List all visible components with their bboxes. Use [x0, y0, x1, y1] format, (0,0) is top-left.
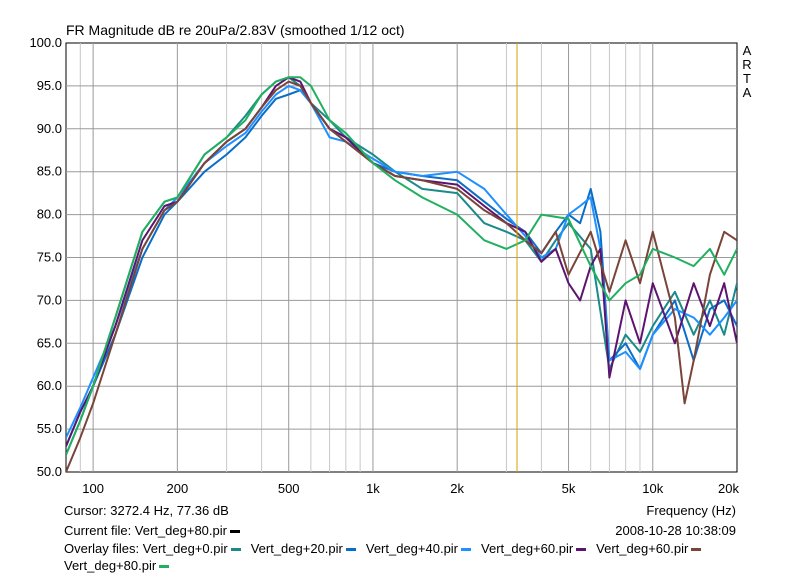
arta-letter-t: T	[743, 71, 751, 86]
y-tick-label: 80.0	[37, 207, 62, 222]
series-line-2	[66, 84, 737, 439]
y-tick-label: 60.0	[37, 378, 62, 393]
x-tick-label: 2k	[450, 481, 464, 496]
y-tick-label: 95.0	[37, 78, 62, 93]
overlay-file-4: Vert_deg+60.pir	[596, 541, 689, 556]
overlay-files-label: Overlay files:	[64, 541, 140, 556]
frequency-response-chart: 100.0 95.0 90.0 85.0 80.0 75.0 70.0 65.0 60.0 55.…	[29, 35, 739, 496]
overlay-swatch-4	[691, 548, 702, 552]
overlay-files: Overlay files: Vert_deg+0.pir Vert_deg+20…	[64, 541, 711, 556]
y-tick-label: 75.0	[37, 250, 62, 265]
overlay-swatch-1	[345, 548, 356, 552]
y-tick-label: 90.0	[37, 121, 62, 136]
x-tick-label: 10k	[642, 481, 663, 496]
arta-letter-r: R	[742, 57, 752, 72]
current-file-label: Current file: Vert_deg+80.pir	[64, 523, 227, 538]
y-tick-label: 70.0	[37, 292, 62, 307]
y-tick-label: 50.0	[37, 464, 62, 479]
overlay-file-3: Vert_deg+60.pir	[481, 541, 574, 556]
overlay-swatch-2	[461, 548, 472, 552]
current-file-swatch	[229, 530, 240, 534]
overlay-files-row2: Vert_deg+80.pir	[64, 558, 179, 573]
arta-letter-a: A	[742, 43, 752, 58]
overlay-swatch-3	[576, 548, 587, 552]
overlay-file-0: Vert_deg+0.pir	[142, 541, 228, 556]
datetime-stamp: 2008-10-28 10:38:09	[615, 523, 736, 538]
y-tick-label: 65.0	[37, 335, 62, 350]
arta-letter-a2: A	[742, 85, 752, 100]
x-tick-label: 500	[278, 481, 300, 496]
overlay-swatch-5	[159, 565, 170, 569]
y-tick-label: 85.0	[37, 164, 62, 179]
cursor-readout: Cursor: 3272.4 Hz, 77.36 dB	[64, 503, 229, 518]
chart-title: FR Magnitude dB re 20uPa/2.83V (smoothed…	[66, 22, 405, 38]
series-line-5	[66, 76, 737, 456]
y-tick-label: 100.0	[29, 35, 62, 50]
current-file: Current file: Vert_deg+80.pir	[64, 523, 250, 538]
x-tick-label: 100	[82, 481, 104, 496]
x-tick-label: 20k	[718, 481, 739, 496]
overlay-file-2: Vert_deg+40.pir	[365, 541, 459, 556]
overlay-file-1: Vert_deg+20.pir	[250, 541, 343, 556]
x-tick-label: 1k	[366, 481, 380, 496]
series-line-4	[66, 80, 737, 472]
overlay-file-5: Vert_deg+80.pir	[64, 558, 157, 573]
x-axis-label: Frequency (Hz)	[646, 503, 736, 518]
x-tick-label: 5k	[562, 481, 576, 496]
x-tick-label: 200	[167, 481, 189, 496]
overlay-swatch-0	[230, 548, 241, 552]
y-tick-label: 55.0	[37, 421, 62, 436]
